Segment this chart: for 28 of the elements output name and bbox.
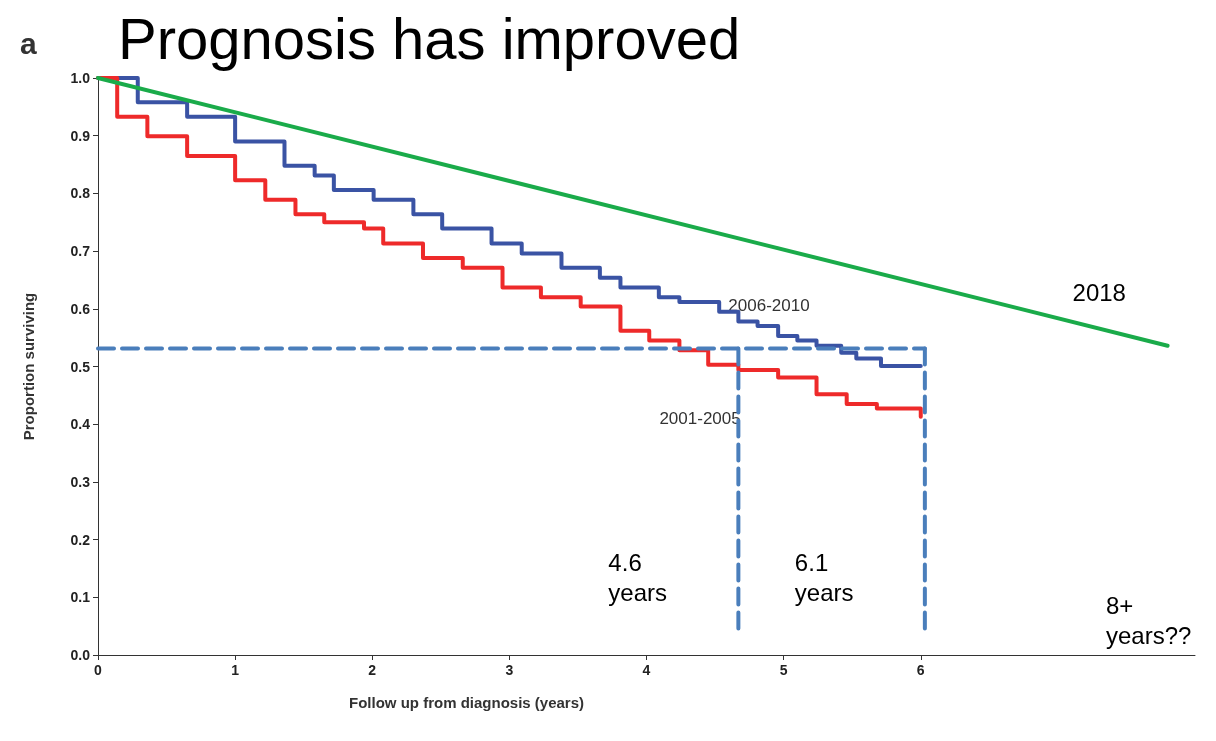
x-axis-title: Follow up from diagnosis (years) — [348, 694, 585, 711]
x-tick-label: 3 — [505, 662, 514, 678]
text: a — [20, 26, 37, 60]
y-tick-label: 0.1 — [70, 589, 91, 606]
y-tick-label: 0.5 — [70, 358, 91, 375]
x-tick-label: 0 — [94, 662, 103, 678]
x-tick-label: 6 — [916, 662, 925, 678]
y-tick-label: 0.2 — [70, 531, 91, 548]
x-tick-label: 5 — [779, 662, 788, 678]
x-tick-label: 2 — [368, 662, 377, 678]
chart-title: Prognosis has improved — [118, 5, 741, 71]
y-tick-label: 0.8 — [70, 185, 91, 202]
annotation: 4.6 years — [608, 548, 668, 606]
y-tick-label: 0.6 — [70, 300, 91, 317]
y-tick-label: 1.0 — [70, 70, 91, 86]
annotation: 6.1 years — [794, 548, 854, 606]
text: 2001-2005 — [659, 409, 741, 429]
series-label: 2018 — [1072, 279, 1126, 307]
y-tick-label: 0.4 — [70, 416, 91, 433]
y-tick-label: 0.0 — [70, 647, 91, 663]
x-tick-label: 4 — [642, 662, 651, 678]
y-tick-label: 0.7 — [70, 243, 91, 260]
series-label: 2006-2010 — [728, 296, 810, 316]
x-tick-label: 1 — [231, 662, 240, 678]
y-axis-title: Proportion surviving — [20, 292, 37, 441]
annotation: 8+ years?? — [1106, 591, 1192, 649]
y-tick-label: 0.3 — [70, 473, 91, 490]
y-tick-label: 0.9 — [70, 127, 91, 144]
